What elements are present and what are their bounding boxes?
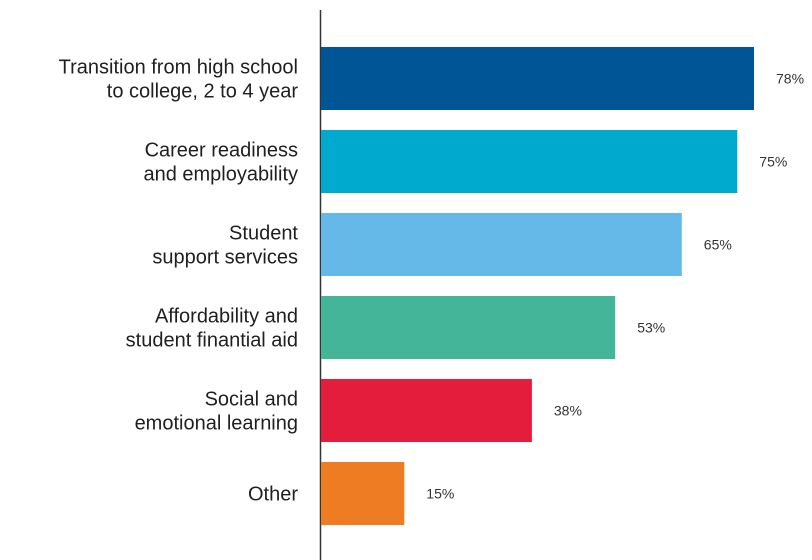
- category-label-4-line-0: Social and: [205, 389, 298, 411]
- category-label-0-line-1: to college, 2 to 4 year: [107, 81, 299, 103]
- bar-3: [321, 296, 616, 359]
- category-label-3-line-0: Affordability and: [155, 306, 298, 328]
- bar-1: [321, 130, 738, 193]
- bar-2: [321, 213, 682, 276]
- value-label-2: 65%: [704, 237, 732, 253]
- value-label-1: 75%: [759, 154, 787, 170]
- category-label-2-line-1: support services: [152, 247, 298, 269]
- value-label-0: 78%: [776, 71, 804, 87]
- category-label-0-line-0: Transition from high school: [59, 57, 298, 79]
- bar-5: [321, 462, 405, 525]
- category-label-4-line-1: emotional learning: [135, 413, 298, 435]
- category-label-1-line-1: and employability: [143, 164, 298, 186]
- value-label-3: 53%: [637, 320, 665, 336]
- category-label-3-line-1: student finantial aid: [126, 330, 298, 352]
- value-label-5: 15%: [426, 486, 454, 502]
- category-label-5-line-0: Other: [248, 484, 298, 506]
- value-labels-group: 78% 75% 65% 53% 38% 15%: [426, 71, 804, 502]
- bars-group: [321, 47, 754, 525]
- bar-4: [321, 379, 532, 442]
- category-label-1-line-0: Career readiness: [145, 140, 298, 162]
- category-label-2-line-0: Student: [229, 223, 298, 245]
- bar-0: [321, 47, 754, 110]
- value-label-4: 38%: [554, 403, 582, 419]
